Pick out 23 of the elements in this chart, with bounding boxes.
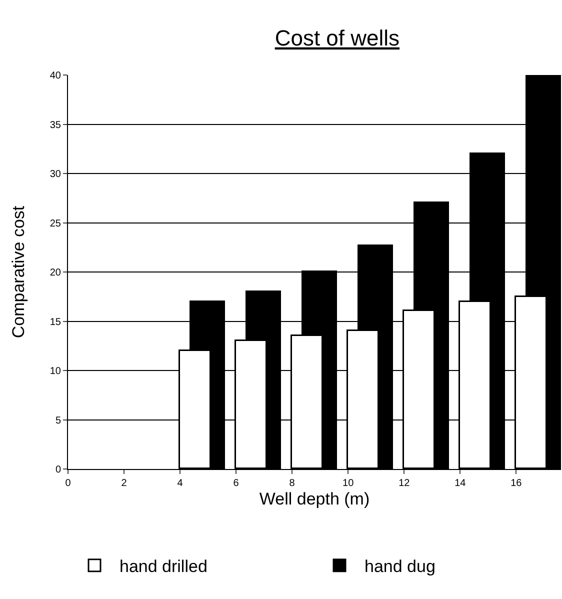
x-tick-label: 4	[177, 478, 184, 489]
y-tick-label: 35	[50, 120, 62, 131]
x-tick-label: 2	[121, 478, 128, 489]
y-tick-label: 40	[50, 70, 62, 82]
y-tick-label: 10	[50, 366, 62, 377]
chart-title: Cost of wells	[274, 25, 400, 50]
x-tick-label: 14	[454, 478, 466, 489]
legend-label: hand drilled	[120, 556, 208, 576]
x-tick-label: 10	[342, 478, 354, 489]
y-tick-label: 15	[50, 316, 62, 328]
x-tick-label: 12	[398, 478, 410, 489]
y-axis-title: Comparative cost	[9, 206, 28, 338]
x-tick-label: 6	[233, 478, 240, 489]
x-axis-title: Well depth (m)	[259, 489, 370, 508]
y-tick-label: 5	[55, 415, 62, 426]
x-tick-label: 8	[289, 478, 296, 489]
y-tick-label: 0	[55, 464, 62, 476]
legend-label: hand dug	[364, 556, 436, 576]
y-tick-label: 30	[50, 169, 62, 180]
y-tick-label: 20	[50, 268, 62, 278]
x-tick-label: 0	[65, 478, 72, 489]
x-tick-label: 16	[510, 478, 522, 489]
y-tick-label: 25	[50, 218, 62, 230]
